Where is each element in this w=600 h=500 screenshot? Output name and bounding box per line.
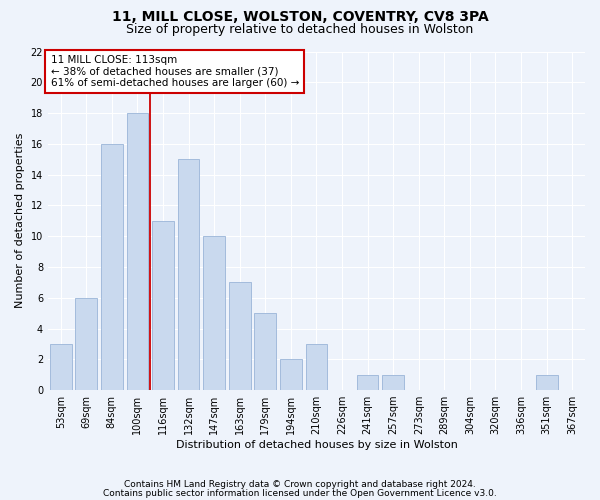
Bar: [50, 344, 71, 390]
Bar: [305, 344, 328, 390]
Bar: [203, 236, 225, 390]
Bar: [101, 144, 123, 390]
Bar: [254, 313, 276, 390]
Text: 11 MILL CLOSE: 113sqm
← 38% of detached houses are smaller (37)
61% of semi-deta: 11 MILL CLOSE: 113sqm ← 38% of detached …: [50, 55, 299, 88]
Bar: [229, 282, 251, 390]
Text: 11, MILL CLOSE, WOLSTON, COVENTRY, CV8 3PA: 11, MILL CLOSE, WOLSTON, COVENTRY, CV8 3…: [112, 10, 488, 24]
Text: Size of property relative to detached houses in Wolston: Size of property relative to detached ho…: [127, 22, 473, 36]
Bar: [536, 374, 557, 390]
Bar: [76, 298, 97, 390]
Bar: [357, 374, 379, 390]
Bar: [178, 159, 199, 390]
Y-axis label: Number of detached properties: Number of detached properties: [15, 133, 25, 308]
Bar: [152, 221, 174, 390]
Text: Contains HM Land Registry data © Crown copyright and database right 2024.: Contains HM Land Registry data © Crown c…: [124, 480, 476, 489]
Text: Contains public sector information licensed under the Open Government Licence v3: Contains public sector information licen…: [103, 490, 497, 498]
Bar: [280, 360, 302, 390]
X-axis label: Distribution of detached houses by size in Wolston: Distribution of detached houses by size …: [176, 440, 457, 450]
Bar: [127, 113, 148, 390]
Bar: [382, 374, 404, 390]
